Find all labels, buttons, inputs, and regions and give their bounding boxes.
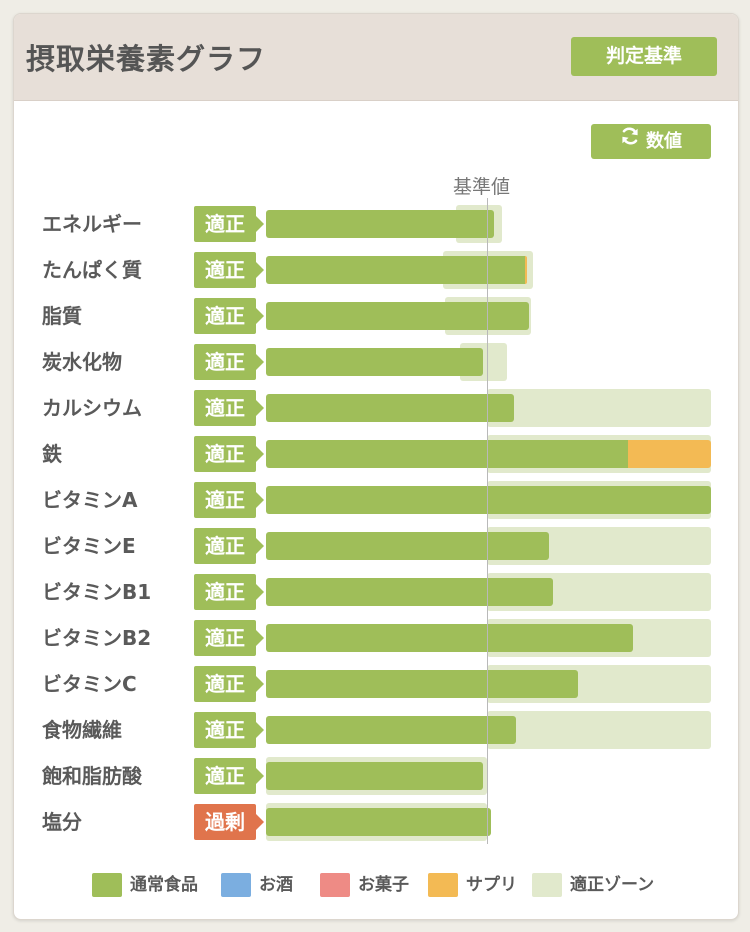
status-badge: 適正 <box>194 436 264 472</box>
nutrient-row: 飽和脂肪酸 適正 <box>14 756 738 796</box>
nutrient-label: たんぱく質 <box>42 258 142 282</box>
nutrient-row: ビタミンB1 適正 <box>14 572 738 612</box>
nutrient-row: ビタミンB2 適正 <box>14 618 738 658</box>
legend-label: 通常食品 <box>130 875 198 895</box>
status-badge: 適正 <box>194 298 264 334</box>
status-badge: 適正 <box>194 390 264 426</box>
nutrient-label: 食物繊維 <box>42 718 122 742</box>
nutrient-label: ビタミンC <box>42 672 137 696</box>
legend-swatch <box>428 873 458 897</box>
intake-bar <box>266 348 483 376</box>
nutrient-label: 炭水化物 <box>42 350 122 374</box>
nutrient-label: ビタミンB2 <box>42 626 152 650</box>
status-badge: 適正 <box>194 252 264 288</box>
status-badge: 適正 <box>194 574 264 610</box>
status-badge: 適正 <box>194 712 264 748</box>
intake-bar <box>266 256 525 284</box>
chart-legend: 通常食品 お酒 お菓子 サプリ 適正ゾーン <box>14 870 738 900</box>
nutrient-row: たんぱく質 適正 <box>14 250 738 290</box>
status-badge: 適正 <box>194 528 264 564</box>
legend-swatch <box>92 873 122 897</box>
status-badge: 適正 <box>194 482 264 518</box>
appropriate-zone <box>487 389 711 427</box>
nutrient-row: ビタミンE 適正 <box>14 526 738 566</box>
reference-label: 基準値 <box>453 176 511 198</box>
intake-bar <box>266 624 633 652</box>
legend-label: サプリ <box>466 875 517 895</box>
intake-bar <box>266 670 578 698</box>
status-badge: 適正 <box>194 758 264 794</box>
nutrient-label: 鉄 <box>42 442 62 466</box>
status-badge: 適正 <box>194 206 264 242</box>
status-badge: 適正 <box>194 620 264 656</box>
nutrient-row: ビタミンA 適正 <box>14 480 738 520</box>
intake-bar <box>628 440 711 468</box>
toggle-values-button[interactable]: 数値 <box>591 124 711 159</box>
nutrient-row: 塩分 過剰 <box>14 802 738 842</box>
nutrient-label: カルシウム <box>42 396 142 420</box>
nutrient-graph-card: 摂取栄養素グラフ 判定基準 数値 基準値 エネルギー 適正 たんぱく質 適正 脂質 適正炭… <box>13 13 739 920</box>
criteria-button[interactable]: 判定基準 <box>571 37 717 76</box>
legend-swatch <box>320 873 350 897</box>
intake-bar <box>266 440 629 468</box>
nutrient-label: 塩分 <box>42 810 82 834</box>
intake-bar <box>266 394 514 422</box>
legend-swatch <box>532 873 562 897</box>
legend-label: お菓子 <box>358 875 409 895</box>
refresh-icon <box>620 123 640 158</box>
toggle-values-label: 数値 <box>646 131 682 152</box>
legend-label: 適正ゾーン <box>570 875 655 895</box>
nutrient-label: ビタミンB1 <box>42 580 152 604</box>
nutrient-label: 脂質 <box>42 304 82 328</box>
appropriate-zone <box>487 711 711 749</box>
nutrient-row: エネルギー 適正 <box>14 204 738 244</box>
status-badge: 適正 <box>194 344 264 380</box>
intake-bar <box>266 578 554 606</box>
intake-bar <box>266 716 516 744</box>
nutrient-label: ビタミンE <box>42 534 136 558</box>
intake-bar <box>266 210 494 238</box>
nutrient-label: エネルギー <box>42 212 142 236</box>
legend-swatch <box>221 873 251 897</box>
status-badge: 過剰 <box>194 804 264 840</box>
nutrient-label: 飽和脂肪酸 <box>42 764 142 788</box>
nutrient-row: ビタミンC 適正 <box>14 664 738 704</box>
nutrient-row: 炭水化物 適正 <box>14 342 738 382</box>
intake-bar <box>524 256 527 284</box>
legend-label: お酒 <box>259 875 293 895</box>
reference-line <box>487 198 488 844</box>
page-title: 摂取栄養素グラフ <box>26 42 267 76</box>
nutrient-row: カルシウム 適正 <box>14 388 738 428</box>
intake-bar <box>266 762 483 790</box>
intake-bar <box>266 302 529 330</box>
nutrient-label: ビタミンA <box>42 488 138 512</box>
intake-bar <box>266 486 711 514</box>
card-header: 摂取栄養素グラフ 判定基準 <box>14 14 738 101</box>
intake-bar <box>266 532 549 560</box>
intake-bar <box>266 808 492 836</box>
status-badge: 適正 <box>194 666 264 702</box>
nutrient-row: 食物繊維 適正 <box>14 710 738 750</box>
nutrient-row: 鉄 適正 <box>14 434 738 474</box>
nutrient-row: 脂質 適正 <box>14 296 738 336</box>
